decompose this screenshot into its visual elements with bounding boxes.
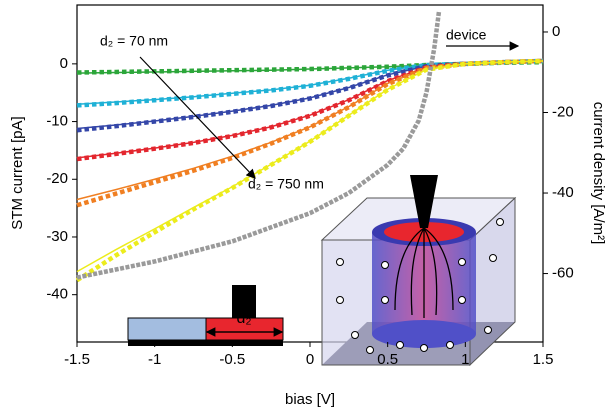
data-markers bbox=[77, 61, 543, 159]
x-tick-label: -0.5 bbox=[219, 351, 245, 368]
y-tick-label: 0 bbox=[60, 55, 68, 72]
y-tick-label: -20 bbox=[46, 170, 68, 187]
arrow bbox=[140, 57, 255, 178]
x-tick-label: -1.5 bbox=[64, 351, 90, 368]
y2-tick-label: -60 bbox=[552, 265, 574, 282]
y-tick-label: -10 bbox=[46, 113, 68, 130]
x-tick-label: 1.5 bbox=[533, 351, 554, 368]
annotation: d₂ = 70 nm bbox=[100, 33, 168, 49]
annotation: d₂ = 750 nm bbox=[248, 176, 324, 192]
y-tick-label: -40 bbox=[46, 286, 68, 303]
chart: d₂ d₂ = 70 nm d₂ = 750 nm device bias [V… bbox=[0, 0, 615, 412]
y-axis-label: STM current [pA] bbox=[9, 116, 26, 229]
inset-label: d₂ bbox=[236, 310, 251, 327]
y2-tick-label: -20 bbox=[552, 103, 574, 120]
inset-3d bbox=[322, 175, 515, 365]
y2-tick-label: -40 bbox=[552, 184, 574, 201]
x-tick-label: -1 bbox=[148, 351, 161, 368]
x-tick-label: 0.5 bbox=[377, 351, 398, 368]
y2-tick-label: 0 bbox=[552, 23, 560, 40]
y2-axis-label: current density [A/m²] bbox=[590, 102, 607, 245]
x-axis-label: bias [V] bbox=[285, 391, 335, 408]
y-tick-label: -30 bbox=[46, 228, 68, 245]
inset-schematic: d₂ bbox=[128, 285, 283, 346]
annotation: device bbox=[446, 27, 487, 43]
x-tick-label: 1 bbox=[461, 351, 469, 368]
x-tick-label: 0 bbox=[306, 351, 314, 368]
